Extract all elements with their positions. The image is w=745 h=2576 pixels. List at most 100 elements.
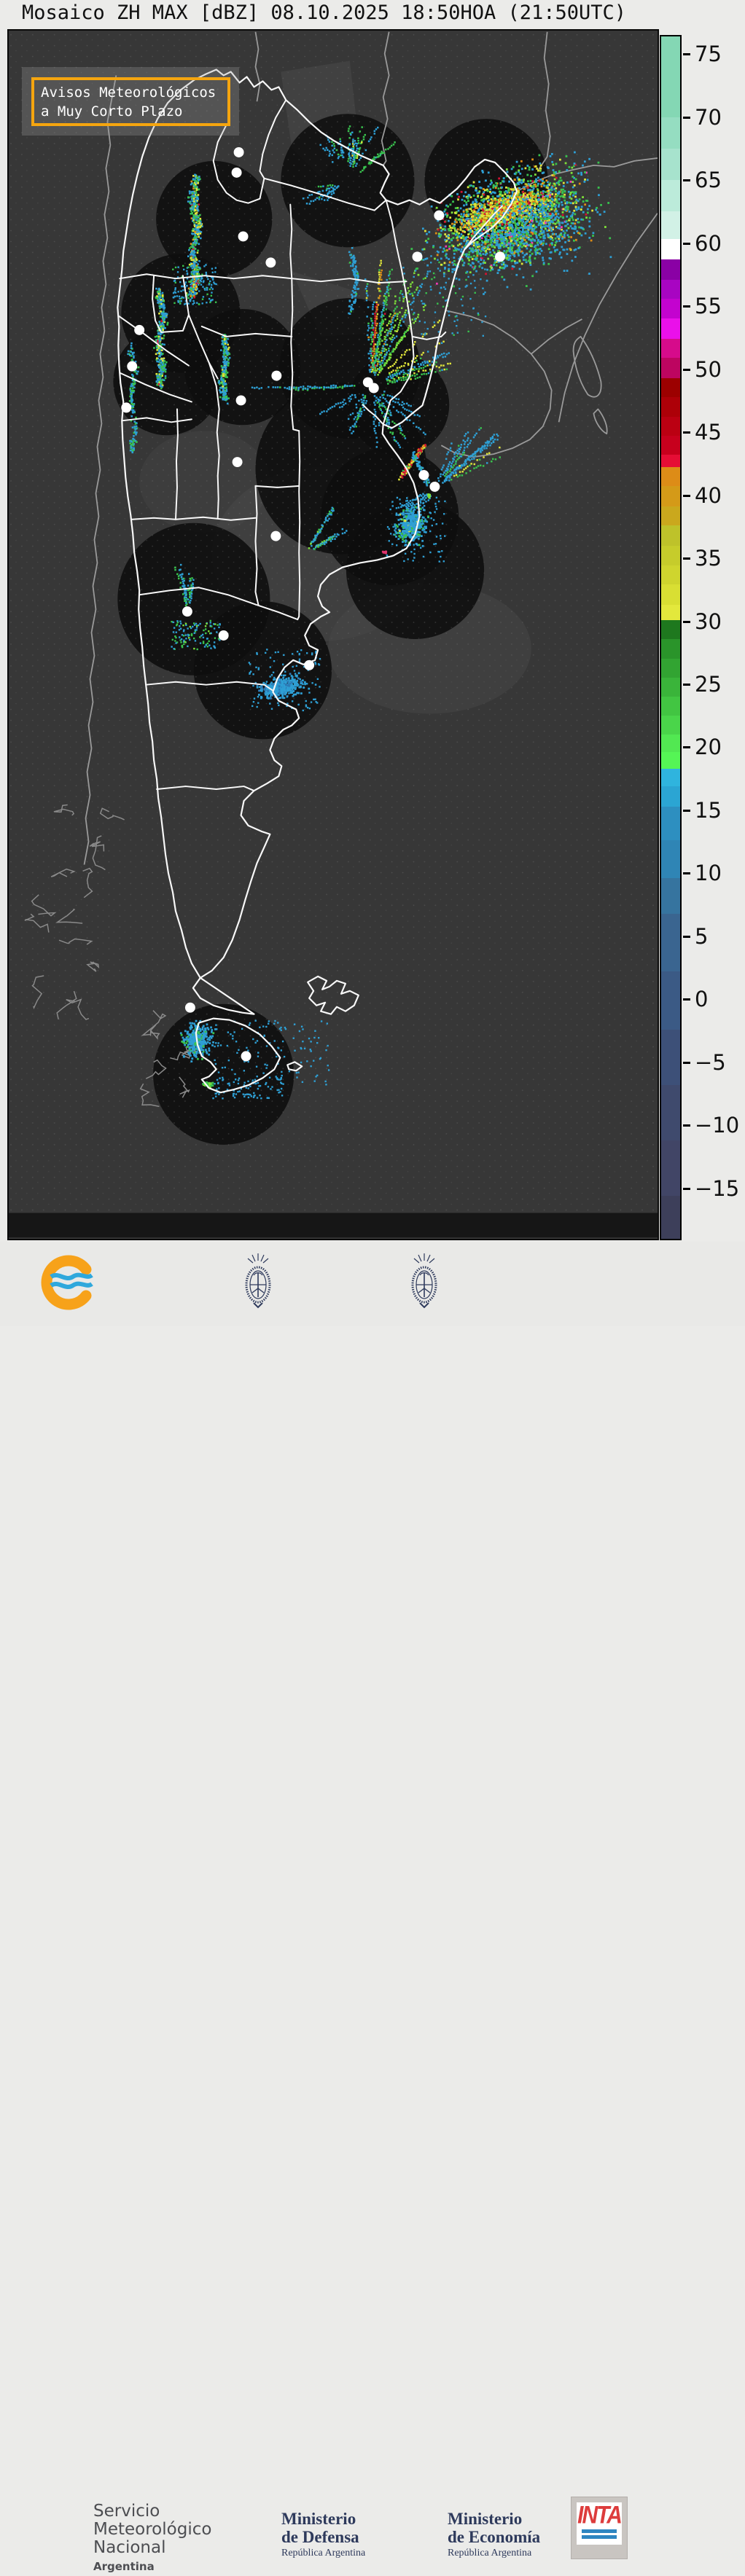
dbz-colorbar bbox=[660, 35, 682, 1240]
city-dot bbox=[234, 147, 244, 157]
colorbar-tick-label: 20 bbox=[695, 735, 722, 759]
colorbar-tick bbox=[683, 998, 690, 1001]
defensa-line3: República Argentina bbox=[281, 2546, 365, 2561]
colorbar-tick-label: 0 bbox=[695, 987, 708, 1011]
colorbar-segment bbox=[661, 1140, 680, 1196]
colorbar-tick-label: 10 bbox=[695, 861, 722, 885]
colorbar-segment bbox=[661, 697, 680, 716]
colorbar-segment bbox=[661, 620, 680, 639]
colorbar-tick-label: 35 bbox=[695, 546, 722, 571]
city-dot bbox=[304, 660, 314, 670]
warnings-badge-line2: a Muy Corto Plazo bbox=[41, 102, 227, 121]
city-dot bbox=[495, 251, 505, 262]
city-dot bbox=[434, 211, 444, 221]
colorbar-tick bbox=[683, 1124, 690, 1127]
colorbar-segment bbox=[661, 735, 680, 752]
colorbar-tick bbox=[683, 53, 690, 55]
city-dot bbox=[270, 531, 281, 541]
colorbar-tick bbox=[683, 746, 690, 748]
colorbar-segment bbox=[661, 211, 680, 239]
colorbar-segment bbox=[661, 36, 680, 117]
colorbar-tick bbox=[683, 1062, 690, 1064]
colorbar-segment bbox=[661, 417, 680, 436]
warnings-badge-backdrop: Avisos Meteorológicos a Muy Corto Plazo bbox=[22, 67, 239, 136]
smn-line2: Meteorológico bbox=[93, 2521, 211, 2539]
city-dot bbox=[127, 361, 137, 372]
smn-line1: Servicio bbox=[93, 2502, 211, 2521]
colorbar-tick-label: 5 bbox=[695, 924, 708, 949]
inta-logo-inner: INTA bbox=[577, 2502, 622, 2545]
colorbar-tick-label: −15 bbox=[695, 1176, 739, 1201]
colorbar-tick-label: 40 bbox=[695, 483, 722, 508]
city-dot bbox=[185, 1003, 195, 1013]
colorbar-segment bbox=[661, 840, 680, 878]
colorbar-tick-label: −10 bbox=[695, 1113, 739, 1138]
colorbar-segment bbox=[661, 1030, 680, 1085]
colorbar-segment bbox=[661, 525, 680, 546]
colorbar-segment bbox=[661, 605, 680, 620]
colorbar-segment bbox=[661, 678, 680, 697]
colorbar-segment bbox=[661, 455, 680, 467]
colorbar-segment bbox=[661, 584, 680, 605]
defensa-line1: Ministerio bbox=[281, 2510, 365, 2528]
colorbar-tick bbox=[683, 117, 690, 119]
colorbar-segment bbox=[661, 339, 680, 358]
city-dot bbox=[232, 168, 242, 178]
smn-line4: Argentina bbox=[93, 2558, 211, 2576]
colorbar-tick-label: −5 bbox=[695, 1050, 726, 1075]
colorbar-segment bbox=[661, 358, 680, 378]
city-dot bbox=[182, 606, 192, 616]
colorbar-tick bbox=[683, 495, 690, 497]
economia-text: Ministerio de Economía República Argenti… bbox=[448, 2510, 540, 2561]
city-dot bbox=[236, 395, 246, 405]
city-dot bbox=[271, 371, 281, 381]
colorbar-segment bbox=[661, 318, 680, 339]
smn-logo-waves bbox=[51, 1275, 92, 1287]
defensa-line2: de Defensa bbox=[281, 2528, 365, 2546]
city-dot bbox=[418, 470, 429, 480]
colorbar-segment bbox=[661, 807, 680, 841]
city-dot bbox=[429, 482, 440, 492]
colorbar-segment bbox=[661, 280, 680, 299]
smn-logo bbox=[38, 1253, 96, 1312]
colorbar-tick-label: 25 bbox=[695, 672, 722, 697]
colorbar-tick bbox=[683, 621, 690, 623]
inta-bar-1 bbox=[582, 2529, 617, 2533]
colorbar-segment bbox=[661, 1196, 680, 1239]
colorbar-tick-label: 65 bbox=[695, 168, 722, 192]
colorbar-tick bbox=[683, 179, 690, 181]
colorbar-segment bbox=[661, 786, 680, 807]
colorbar-segment bbox=[661, 752, 680, 768]
colorbar-tick bbox=[683, 369, 690, 371]
colorbar-segment bbox=[661, 239, 680, 259]
colorbar-tick bbox=[683, 1188, 690, 1190]
city-dot bbox=[369, 383, 379, 394]
colorbar-tick bbox=[683, 557, 690, 560]
colorbar-segment bbox=[661, 971, 680, 1030]
colorbar-tick bbox=[683, 305, 690, 308]
economia-line3: República Argentina bbox=[448, 2546, 540, 2561]
city-dot bbox=[265, 257, 276, 267]
colorbar-tick-label: 55 bbox=[695, 294, 722, 318]
colorbar-segment bbox=[661, 639, 680, 659]
radar-map: Avisos Meteorológicos a Muy Corto Plazo bbox=[7, 29, 659, 1240]
economia-line1: Ministerio bbox=[448, 2510, 540, 2528]
colorbar-segment bbox=[661, 397, 680, 418]
colorbar-segment bbox=[661, 378, 680, 397]
colorbar-tick-label: 60 bbox=[695, 231, 722, 256]
footer: Servicio Meteorológico Nacional Argentin… bbox=[0, 1242, 745, 1326]
colorbar-segment bbox=[661, 117, 680, 149]
city-dot bbox=[134, 325, 144, 335]
colorbar-tick-label: 15 bbox=[695, 798, 722, 823]
colorbar-segment bbox=[661, 769, 680, 786]
page-title: Mosaico ZH MAX [dBZ] 08.10.2025 18:50HOA… bbox=[22, 1, 626, 24]
warnings-badge[interactable]: Avisos Meteorológicos a Muy Corto Plazo bbox=[31, 77, 230, 126]
colorbar-segment bbox=[661, 436, 680, 455]
colorbar-segment bbox=[661, 506, 680, 525]
mosaic-domain-edge bbox=[9, 1213, 658, 1237]
colorbar-segment bbox=[661, 878, 680, 913]
city-dot bbox=[241, 1051, 251, 1061]
city-dot bbox=[233, 457, 243, 467]
smn-line3: Nacional bbox=[93, 2539, 211, 2557]
city-dot bbox=[238, 231, 249, 241]
